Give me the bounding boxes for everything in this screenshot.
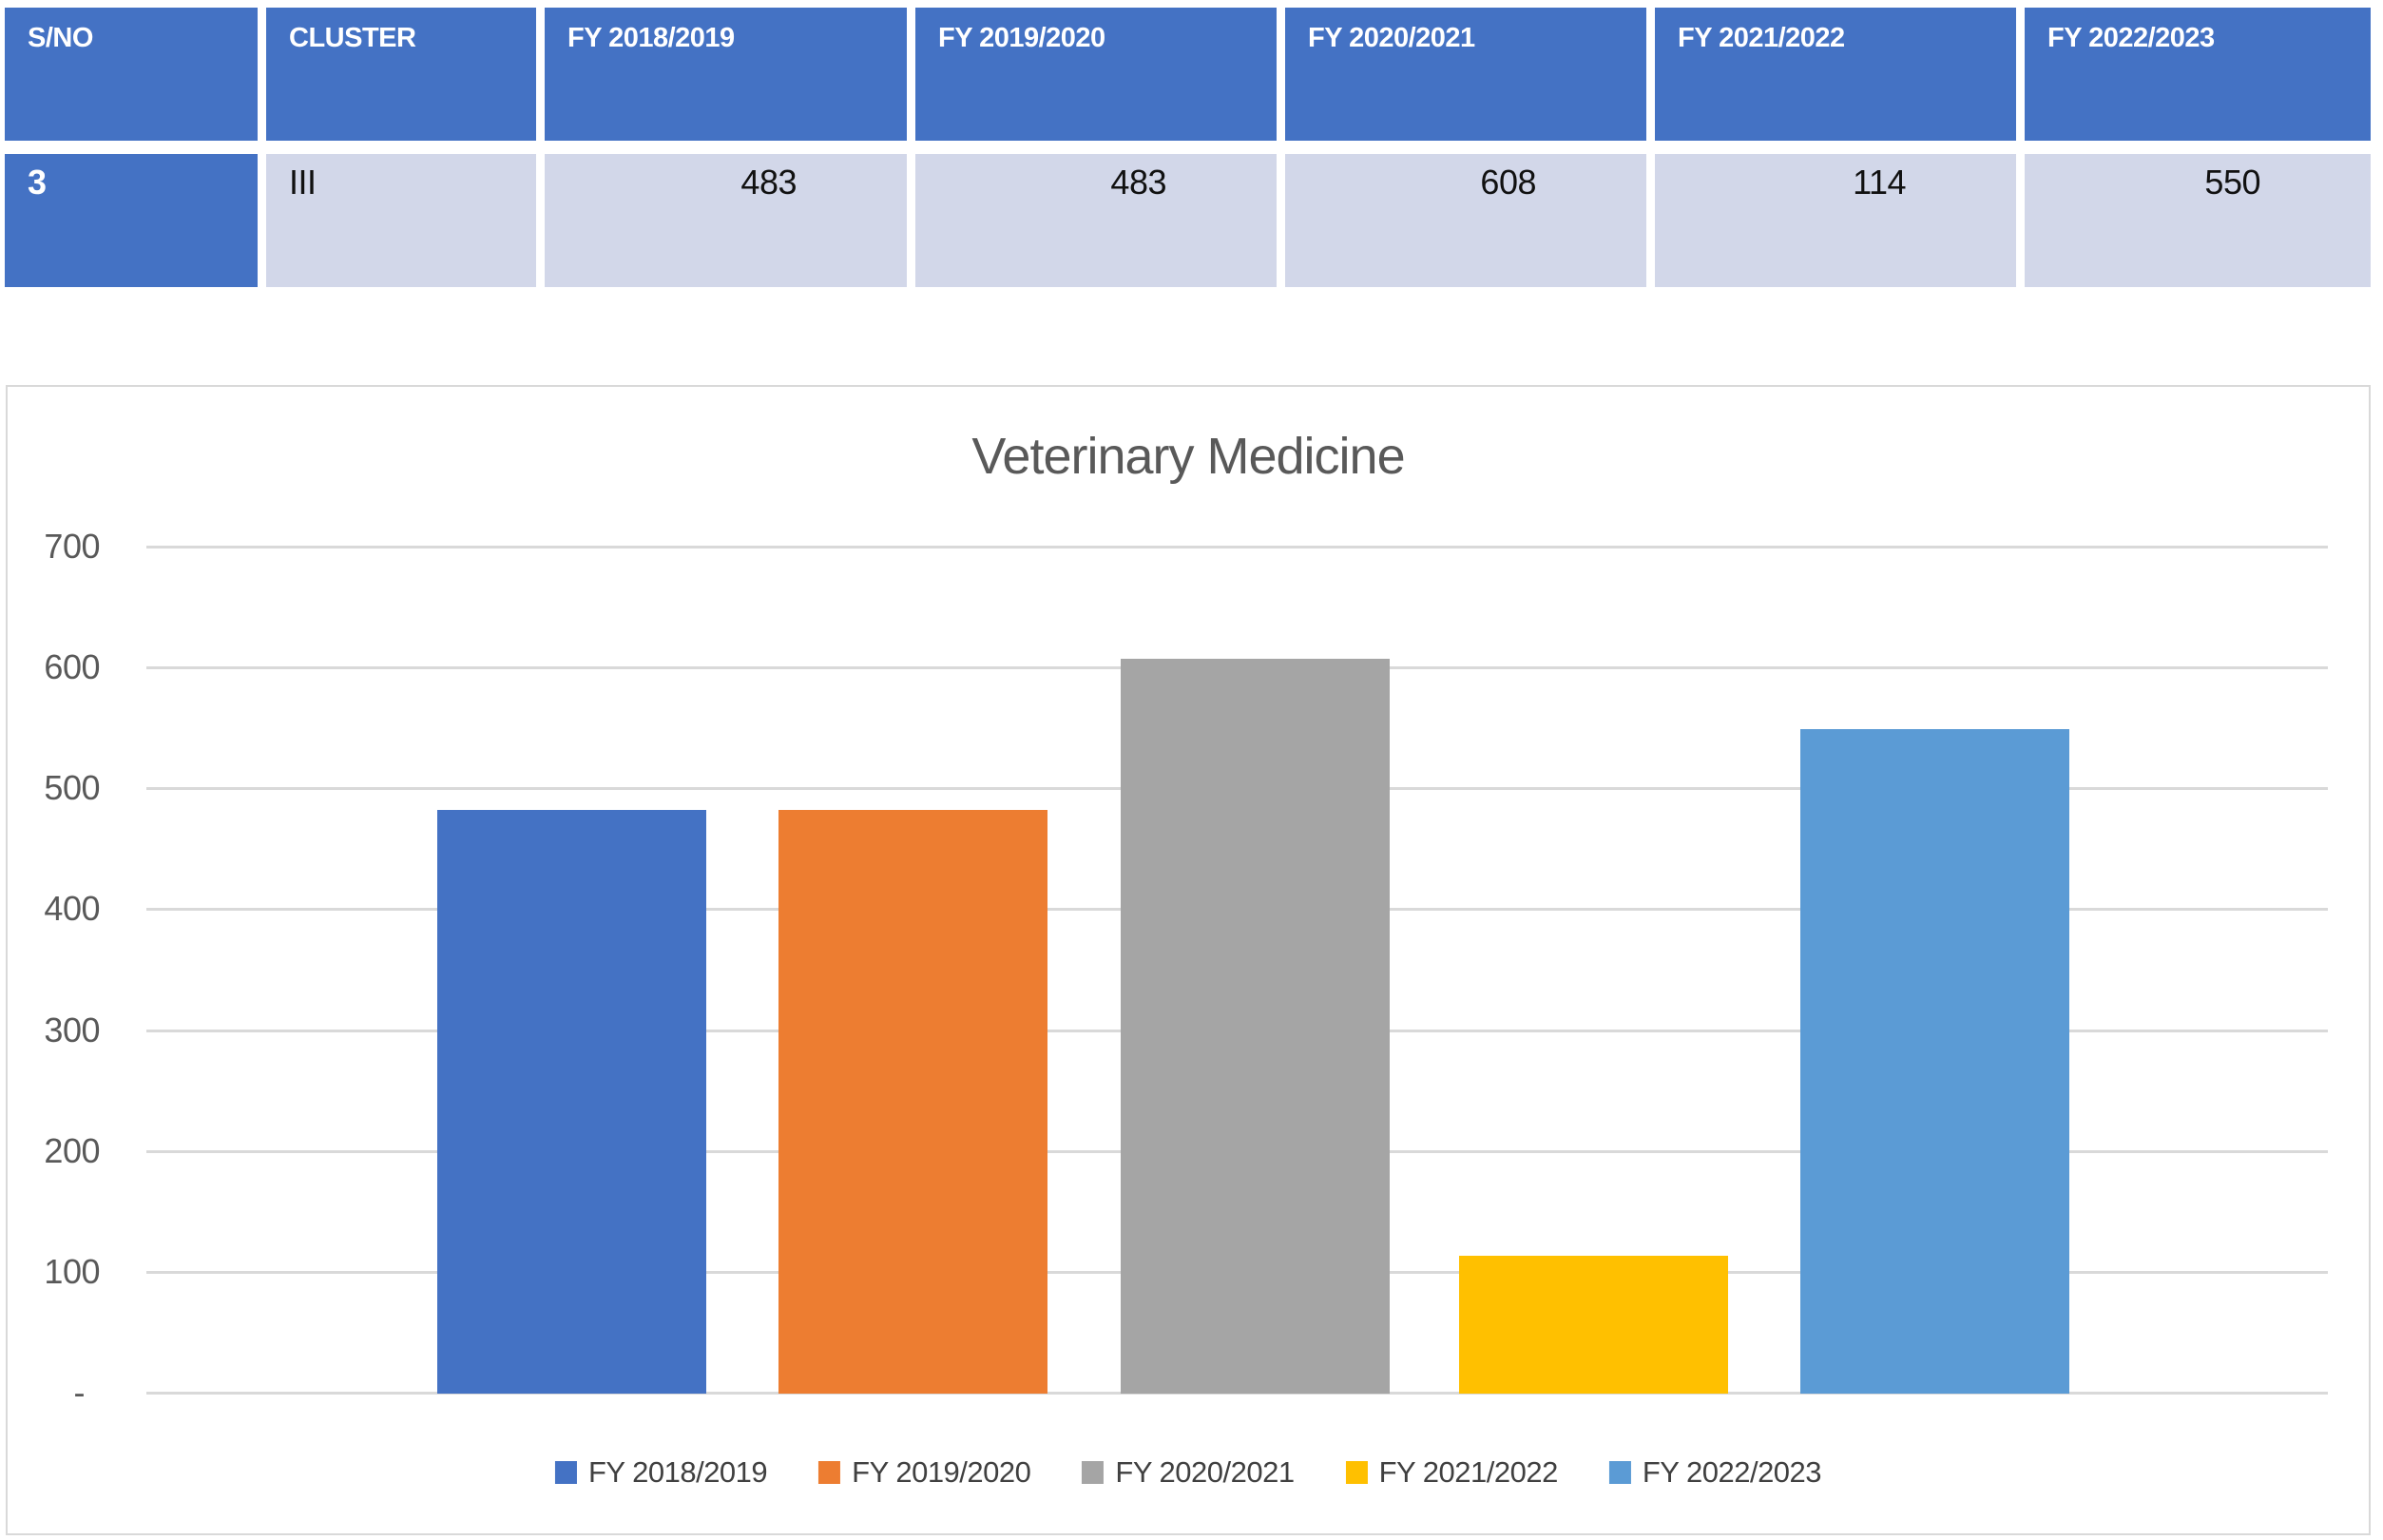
legend-marker-icon bbox=[818, 1461, 841, 1484]
legend-entry-fy-2019-2020[interactable]: FY 2019/2020 bbox=[818, 1455, 1031, 1490]
header-cell-cluster[interactable]: CLUSTER bbox=[266, 8, 536, 141]
y-axis-tick-label: 200 bbox=[44, 1130, 100, 1170]
fy-data-table: S/NO CLUSTER FY 2018/2019 FY 2019/2020 F… bbox=[5, 8, 2371, 287]
legend-entry-fy-2020-2021[interactable]: FY 2020/2021 bbox=[1082, 1455, 1295, 1490]
y-axis-tick-label: 600 bbox=[44, 647, 100, 687]
cell-cluster[interactable]: III bbox=[266, 154, 536, 287]
header-cell-fy2022-23[interactable]: FY 2022/2023 bbox=[2025, 8, 2371, 141]
bar-fy-2021-2022[interactable] bbox=[1459, 1256, 1728, 1394]
legend-label: FY 2022/2023 bbox=[1642, 1455, 1822, 1489]
header-cell-fy2018-19[interactable]: FY 2018/2019 bbox=[545, 8, 907, 141]
y-axis-tick-label: 400 bbox=[44, 889, 100, 929]
cell-fy2019-20[interactable]: 483 bbox=[915, 154, 1277, 287]
veterinary-medicine-chart[interactable]: Veterinary Medicine 700 600 500 400 300 200 10… bbox=[6, 385, 2371, 1535]
cell-fy2020-21[interactable]: 608 bbox=[1285, 154, 1646, 287]
cell-fy2021-22[interactable]: 114 bbox=[1655, 154, 2016, 287]
y-axis-tick-label: 500 bbox=[44, 768, 100, 808]
legend-label: FY 2018/2019 bbox=[587, 1455, 768, 1489]
legend-entry-fy-2018-2019[interactable]: FY 2018/2019 bbox=[554, 1455, 768, 1490]
legend-entry-fy-2021-2022[interactable]: FY 2021/2022 bbox=[1345, 1455, 1559, 1490]
header-cell-sno[interactable]: S/NO bbox=[5, 8, 258, 141]
legend-marker-icon bbox=[1608, 1461, 1631, 1484]
legend-label: FY 2020/2021 bbox=[1115, 1455, 1295, 1489]
cell-fy2018-19[interactable]: 483 bbox=[545, 154, 907, 287]
y-axis-tick-label: - bbox=[73, 1373, 86, 1412]
cell-fy2022-23[interactable]: 550 bbox=[2025, 154, 2371, 287]
header-cell-fy2020-21[interactable]: FY 2020/2021 bbox=[1285, 8, 1646, 141]
y-axis-tick-label: 700 bbox=[44, 527, 100, 567]
chart-legend: FY 2018/2019 FY 2019/2020 FY 2020/2021 FY 2… bbox=[554, 1455, 1822, 1490]
legend-marker-icon bbox=[1345, 1461, 1368, 1484]
legend-label: FY 2019/2020 bbox=[852, 1455, 1031, 1489]
cell-sno[interactable]: 3 bbox=[5, 154, 258, 287]
chart-title: Veterinary Medicine bbox=[971, 428, 1405, 485]
header-cell-fy2019-20[interactable]: FY 2019/2020 bbox=[915, 8, 1277, 141]
header-cell-fy2021-22[interactable]: FY 2021/2022 bbox=[1655, 8, 2016, 141]
bar-fy-2018-2019[interactable] bbox=[437, 810, 706, 1394]
gridline-700 bbox=[146, 546, 2328, 549]
legend-marker-icon bbox=[1082, 1461, 1105, 1484]
bar-fy-2020-2021[interactable] bbox=[1121, 659, 1390, 1394]
legend-label: FY 2021/2022 bbox=[1378, 1455, 1559, 1489]
bar-fy-2019-2020[interactable] bbox=[778, 810, 1047, 1394]
legend-entry-fy-2022-2023[interactable]: FY 2022/2023 bbox=[1608, 1455, 1822, 1490]
y-axis-tick-label: 100 bbox=[44, 1251, 100, 1291]
legend-marker-icon bbox=[554, 1461, 577, 1484]
y-axis-tick-label: 300 bbox=[44, 1010, 100, 1049]
bar-fy-2022-2023[interactable] bbox=[1800, 729, 2069, 1394]
